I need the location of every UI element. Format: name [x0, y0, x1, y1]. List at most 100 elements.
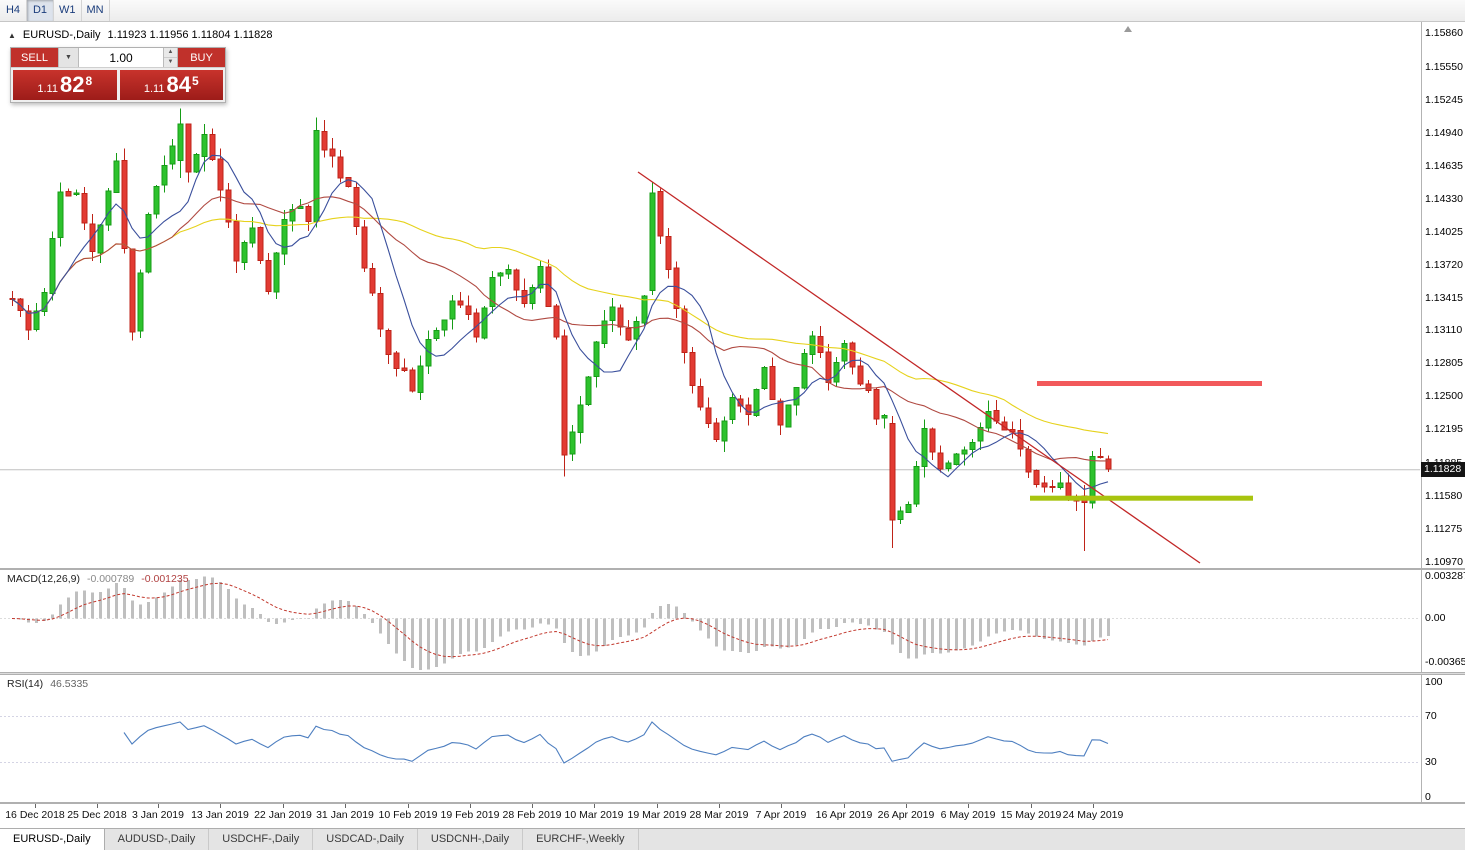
chart-tab-bar: EURUSD-,Daily AUDUSD-,Daily USDCHF-,Daily U…: [0, 828, 1465, 850]
macd-axis-label: 0.00: [1425, 612, 1446, 624]
price-axis-label: 1.14025: [1425, 225, 1463, 238]
chart-title: ▲ EURUSD-,Daily 1.11923 1.11956 1.11804 …: [8, 29, 273, 41]
rsi-axis-label: 30: [1425, 756, 1437, 768]
date-tick: [781, 804, 782, 808]
date-label: 28 Feb 2019: [502, 809, 562, 821]
price-axis-label: 1.12805: [1425, 357, 1463, 370]
date-tick: [220, 804, 221, 808]
chart-tab-usdcnh-daily[interactable]: USDCNH-,Daily: [418, 829, 524, 850]
price-chart-canvas[interactable]: [0, 22, 1465, 568]
price-axis-label: 1.15860: [1425, 27, 1463, 39]
date-label: 24 May 2019: [1062, 809, 1124, 821]
one-click-trading-toggle-icon[interactable]: ▲: [8, 30, 16, 40]
one-click-trading-panel: SELL ▼ ▲ ▼ BUY 1.11 82 8 1.11 84 5: [10, 47, 226, 103]
price-axis-label: 1.14940: [1425, 126, 1463, 139]
sell-price-button[interactable]: 1.11 82 8: [13, 70, 117, 100]
buy-price-button[interactable]: 1.11 84 5: [119, 70, 223, 100]
volume-input[interactable]: [79, 48, 163, 67]
date-axis: 16 Dec 2018 25 Dec 2018 3 Jan 2019 13 Jan 2…: [0, 804, 1465, 828]
macd-axis-label: 0.003287: [1425, 570, 1465, 582]
price-axis-label: 1.15550: [1425, 60, 1463, 73]
panel-splitter[interactable]: [0, 568, 1465, 570]
rsi-axis-label: 70: [1425, 710, 1437, 722]
price-axis-label: 1.12500: [1425, 390, 1463, 403]
rsi-line: [123, 721, 1109, 764]
chart-tab-eurusd-daily[interactable]: EURUSD-,Daily: [0, 829, 105, 850]
date-label: 26 Apr 2019: [877, 809, 935, 821]
date-label: 15 May 2019: [1000, 809, 1062, 821]
chart-tab-eurchf-weekly[interactable]: EURCHF-,Weekly: [523, 829, 639, 850]
chart-tab-usdcad-daily[interactable]: USDCAD-,Daily: [313, 829, 418, 850]
date-tick: [97, 804, 98, 808]
price-axis-label: 1.11580: [1425, 490, 1463, 502]
timeframe-button-h4[interactable]: H4: [0, 0, 27, 21]
date-tick: [408, 804, 409, 808]
price-axis-label: 1.10970: [1425, 556, 1463, 568]
panel-splitter[interactable]: [0, 672, 1465, 675]
price-axis-label: 1.13415: [1425, 291, 1463, 304]
price-axis-label: 1.13720: [1425, 258, 1463, 271]
macd-name: MACD(12,26,9): [7, 573, 80, 585]
resistance-line-object[interactable]: [1037, 381, 1262, 386]
support-line-object[interactable]: [1030, 495, 1253, 501]
volume-spinner: ▲ ▼: [163, 48, 178, 67]
timeframe-button-d1[interactable]: D1: [27, 0, 54, 21]
volume-increase-button[interactable]: ▲: [164, 48, 177, 57]
price-axis-label: 1.14330: [1425, 192, 1463, 205]
date-tick: [532, 804, 533, 808]
date-label: 10 Mar 2019: [564, 809, 624, 821]
chevron-down-icon: ▼: [65, 54, 72, 61]
volume-dropdown-button[interactable]: ▼: [58, 48, 79, 67]
bid-price-prefix: 1.11: [37, 83, 58, 95]
date-tick: [594, 804, 595, 808]
buy-button[interactable]: BUY: [178, 48, 225, 67]
macd-signal-line: [11, 582, 1109, 658]
timeframe-toolbar: H4 D1 W1 MN: [0, 0, 1465, 22]
ask-price-point: 5: [191, 73, 199, 88]
date-label: 25 Dec 2018: [67, 809, 127, 821]
date-label: 31 Jan 2019: [316, 809, 374, 821]
macd-signal-value: -0.001235: [141, 573, 189, 585]
date-label: 28 Mar 2019: [689, 809, 749, 821]
chart-ohlc-values: 1.11923 1.11956 1.11804 1.11828: [107, 29, 273, 41]
candles-group: [9, 108, 1112, 552]
date-tick: [1031, 804, 1032, 808]
date-tick: [657, 804, 658, 808]
panel-splitter[interactable]: [0, 802, 1465, 804]
date-label: 6 May 2019: [940, 809, 996, 821]
rsi-value: 46.5335: [50, 678, 89, 690]
ask-price-prefix: 1.11: [143, 83, 165, 95]
date-tick: [345, 804, 346, 808]
price-axis-label: 1.13110: [1425, 324, 1463, 337]
timeframe-button-w1[interactable]: W1: [54, 0, 82, 21]
timeframe-button-mn[interactable]: MN: [82, 0, 110, 21]
rsi-panel-canvas[interactable]: [0, 675, 1465, 802]
ma-line-45: [11, 216, 1109, 435]
date-tick: [719, 804, 720, 808]
price-axis-label: 1.15245: [1425, 93, 1463, 106]
price-axis-label: 1.11275: [1425, 523, 1463, 535]
sell-button[interactable]: SELL: [11, 48, 58, 67]
chart-tab-audusd-daily[interactable]: AUDUSD-,Daily: [105, 829, 210, 850]
date-label: 10 Feb 2019: [378, 809, 438, 821]
date-label: 19 Mar 2019: [627, 809, 687, 821]
volume-decrease-button[interactable]: ▼: [164, 57, 177, 67]
date-label: 16 Apr 2019: [815, 809, 873, 821]
macd-indicator-label: MACD(12,26,9) -0.000789 -0.001235: [7, 573, 189, 585]
date-tick: [1093, 804, 1094, 808]
macd-panel-canvas[interactable]: [0, 570, 1465, 672]
price-axis-label: 1.14635: [1425, 159, 1463, 172]
chart-shift-marker-icon[interactable]: [1124, 26, 1132, 32]
ask-price-pips: 84: [166, 72, 191, 97]
chart-tab-usdchf-daily[interactable]: USDCHF-,Daily: [209, 829, 314, 850]
date-tick: [35, 804, 36, 808]
date-label: 16 Dec 2018: [5, 809, 65, 821]
ma-line-21: [11, 196, 1108, 462]
date-tick: [906, 804, 907, 808]
rsi-indicator-label: RSI(14) 46.5335: [7, 678, 88, 690]
date-label: 7 Apr 2019: [755, 809, 807, 821]
date-label: 3 Jan 2019: [132, 809, 184, 821]
trade-panel-top-row: SELL ▼ ▲ ▼ BUY: [11, 48, 225, 68]
ma-line-8: [11, 154, 1109, 491]
